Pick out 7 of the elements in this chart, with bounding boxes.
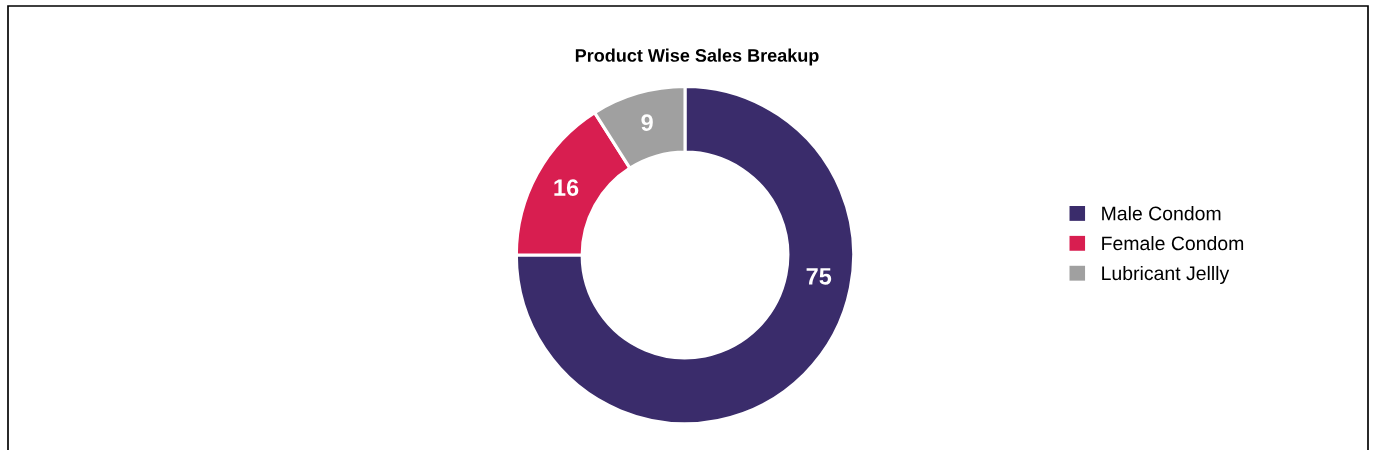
legend-label: Lubricant Jellly: [1102, 265, 1230, 285]
data-label: 16: [554, 179, 579, 196]
legend-label: Male Condom: [1102, 206, 1221, 221]
data-label: 9: [641, 114, 653, 131]
data-label: 75: [806, 268, 832, 285]
chart-title: Product Wise Sales Breakup: [575, 48, 819, 66]
legend-label: Female Condom: [1102, 235, 1244, 251]
